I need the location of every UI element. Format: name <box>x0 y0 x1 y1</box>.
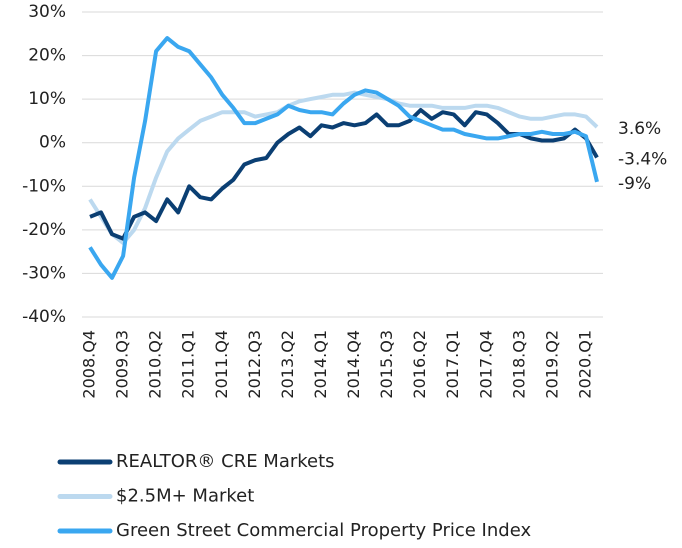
end-label: -3.4% <box>618 150 667 170</box>
y-tick-label: 20% <box>28 46 66 66</box>
x-tick-label: 2015.Q3 <box>377 330 396 399</box>
end-label: 3.6% <box>618 119 661 139</box>
x-tick-label: 2008.Q4 <box>80 330 99 399</box>
x-tick-label: 2009.Q3 <box>113 330 132 399</box>
x-tick-label: 2014.Q1 <box>311 330 330 399</box>
x-tick-label: 2012.Q3 <box>245 330 264 399</box>
x-tick-label: 2014.Q4 <box>344 330 363 399</box>
x-tick-label: 2017.Q1 <box>443 330 462 399</box>
y-tick-label: 10% <box>28 89 66 109</box>
y-tick-label: -20% <box>22 220 66 240</box>
legend-label: Green Street Commercial Property Price I… <box>116 520 531 541</box>
series-line <box>88 36 599 280</box>
y-tick-label: -30% <box>22 263 66 283</box>
legend-label: REALTOR® CRE Markets <box>116 451 335 472</box>
y-tick-label: 30% <box>28 2 66 22</box>
y-tick-label: 0% <box>39 133 66 153</box>
series-line <box>88 90 599 245</box>
x-tick-label: 2013.Q2 <box>278 330 297 399</box>
legend-label: $2.5M+ Market <box>116 486 254 507</box>
x-tick-label: 2020.Q1 <box>575 330 594 399</box>
series-line <box>89 108 599 241</box>
y-tick-label: -10% <box>22 176 66 196</box>
x-tick-label: 2017.Q4 <box>476 330 495 399</box>
x-tick-label: 2016.Q2 <box>410 330 429 399</box>
x-tick-label: 2011.Q1 <box>179 330 198 399</box>
x-tick-label: 2011.Q4 <box>212 330 231 399</box>
x-tick-label: 2010.Q2 <box>146 330 165 399</box>
x-tick-label: 2019.Q2 <box>542 330 561 399</box>
y-tick-label: -40% <box>22 307 66 327</box>
end-label: -9% <box>618 174 651 194</box>
x-tick-label: 2018.Q3 <box>509 330 528 399</box>
